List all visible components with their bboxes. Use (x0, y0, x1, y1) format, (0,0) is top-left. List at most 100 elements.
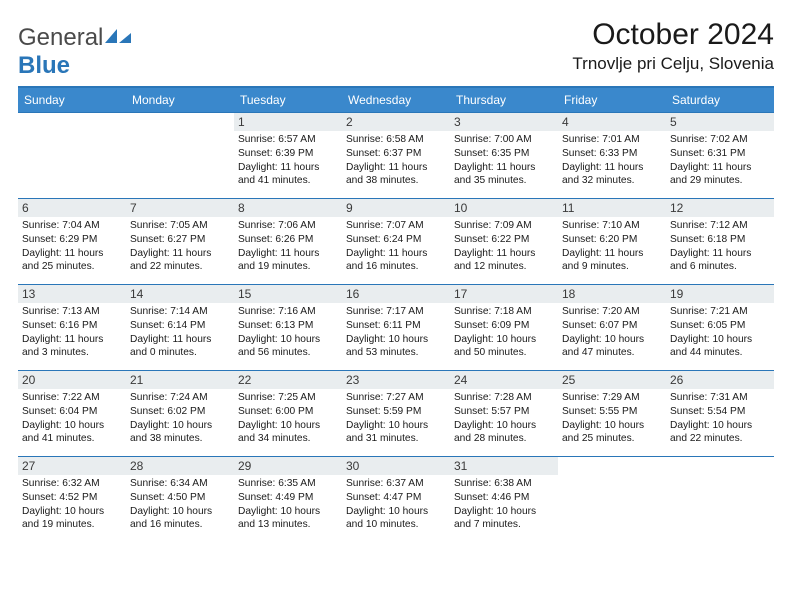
empty-cell (18, 112, 126, 198)
day-cell: 11 Sunrise: 7:10 AMSunset: 6:20 PMDayligh… (558, 198, 666, 284)
day-cell: 5 Sunrise: 7:02 AMSunset: 6:31 PMDaylight… (666, 112, 774, 198)
day-cell: 25 Sunrise: 7:29 AMSunset: 5:55 PMDayligh… (558, 370, 666, 456)
day-info: Sunrise: 7:02 AMSunset: 6:31 PMDaylight:… (670, 133, 770, 188)
day-info: Sunrise: 7:06 AMSunset: 6:26 PMDaylight:… (238, 219, 338, 274)
day-cell: 14 Sunrise: 7:14 AMSunset: 6:14 PMDayligh… (126, 284, 234, 370)
day-cell: 4 Sunrise: 7:01 AMSunset: 6:33 PMDaylight… (558, 112, 666, 198)
day-info: Sunrise: 7:17 AMSunset: 6:11 PMDaylight:… (346, 305, 446, 360)
day-number: 9 (342, 199, 450, 217)
day-info: Sunrise: 6:35 AMSunset: 4:49 PMDaylight:… (238, 477, 338, 532)
day-cell: 16 Sunrise: 7:17 AMSunset: 6:11 PMDayligh… (342, 284, 450, 370)
title-block: October 2024 Trnovlje pri Celju, Sloveni… (572, 18, 774, 74)
brand-part1: General (18, 24, 103, 51)
day-number: 15 (234, 285, 342, 303)
day-info: Sunrise: 7:22 AMSunset: 6:04 PMDaylight:… (22, 391, 122, 446)
day-info: Sunrise: 7:12 AMSunset: 6:18 PMDaylight:… (670, 219, 770, 274)
day-number: 14 (126, 285, 234, 303)
day-info: Sunrise: 6:58 AMSunset: 6:37 PMDaylight:… (346, 133, 446, 188)
day-cell: 27Sunrise: 6:32 AMSunset: 4:52 PMDayligh… (18, 456, 126, 542)
day-cell: 23 Sunrise: 7:27 AMSunset: 5:59 PMDayligh… (342, 370, 450, 456)
day-number: 24 (450, 371, 558, 389)
day-cell: 12 Sunrise: 7:12 AMSunset: 6:18 PMDayligh… (666, 198, 774, 284)
day-info: Sunrise: 7:27 AMSunset: 5:59 PMDaylight:… (346, 391, 446, 446)
day-cell: 20 Sunrise: 7:22 AMSunset: 6:04 PMDayligh… (18, 370, 126, 456)
day-number: 5 (666, 113, 774, 131)
day-info: Sunrise: 7:07 AMSunset: 6:24 PMDaylight:… (346, 219, 446, 274)
day-number: 17 (450, 285, 558, 303)
day-cell: 9 Sunrise: 7:07 AMSunset: 6:24 PMDaylight… (342, 198, 450, 284)
day-info: Sunrise: 6:57 AMSunset: 6:39 PMDaylight:… (238, 133, 338, 188)
day-number: 29 (234, 457, 342, 475)
day-info: Sunrise: 7:14 AMSunset: 6:14 PMDaylight:… (130, 305, 230, 360)
day-number: 16 (342, 285, 450, 303)
empty-cell (558, 456, 666, 542)
header: General Blue October 2024 Trnovlje pri C… (18, 18, 774, 80)
day-cell: 6Sunrise: 7:04 AMSunset: 6:29 PMDaylight… (18, 198, 126, 284)
day-info: Sunrise: 6:37 AMSunset: 4:47 PMDaylight:… (346, 477, 446, 532)
day-number: 12 (666, 199, 774, 217)
empty-cell (126, 112, 234, 198)
brand-logo: General Blue (18, 18, 131, 80)
day-cell: 22Sunrise: 7:25 AMSunset: 6:00 PMDayligh… (234, 370, 342, 456)
day-number: 1 (234, 113, 342, 131)
day-number: 8 (234, 199, 342, 217)
day-cell: 28Sunrise: 6:34 AMSunset: 4:50 PMDayligh… (126, 456, 234, 542)
day-cell: 17 Sunrise: 7:18 AMSunset: 6:09 PMDayligh… (450, 284, 558, 370)
day-info: Sunrise: 7:10 AMSunset: 6:20 PMDaylight:… (562, 219, 662, 274)
calendar-grid: SundayMondayTuesdayWednesdayThursdayFrid… (18, 86, 774, 542)
day-cell: 2 Sunrise: 6:58 AMSunset: 6:37 PMDaylight… (342, 112, 450, 198)
day-cell: 8 Sunrise: 7:06 AMSunset: 6:26 PMDaylight… (234, 198, 342, 284)
day-info: Sunrise: 7:18 AMSunset: 6:09 PMDaylight:… (454, 305, 554, 360)
day-number: 19 (666, 285, 774, 303)
day-number: 4 (558, 113, 666, 131)
empty-cell (666, 456, 774, 542)
day-info: Sunrise: 7:24 AMSunset: 6:02 PMDaylight:… (130, 391, 230, 446)
location: Trnovlje pri Celju, Slovenia (572, 54, 774, 74)
day-cell: 19Sunrise: 7:21 AMSunset: 6:05 PMDayligh… (666, 284, 774, 370)
brand-part2: Blue (18, 52, 70, 79)
day-info: Sunrise: 6:38 AMSunset: 4:46 PMDaylight:… (454, 477, 554, 532)
month-title: October 2024 (572, 18, 774, 52)
day-info: Sunrise: 6:32 AMSunset: 4:52 PMDaylight:… (22, 477, 122, 532)
brand-text: General Blue (18, 24, 131, 80)
sail-icon (105, 24, 131, 51)
day-info: Sunrise: 7:01 AMSunset: 6:33 PMDaylight:… (562, 133, 662, 188)
day-number: 26 (666, 371, 774, 389)
day-cell: 26 Sunrise: 7:31 AMSunset: 5:54 PMDayligh… (666, 370, 774, 456)
day-number: 25 (558, 371, 666, 389)
day-info: Sunrise: 7:28 AMSunset: 5:57 PMDaylight:… (454, 391, 554, 446)
day-cell: 24 Sunrise: 7:28 AMSunset: 5:57 PMDayligh… (450, 370, 558, 456)
day-cell: 18 Sunrise: 7:20 AMSunset: 6:07 PMDayligh… (558, 284, 666, 370)
day-cell: 29 Sunrise: 6:35 AMSunset: 4:49 PMDayligh… (234, 456, 342, 542)
day-info: Sunrise: 6:34 AMSunset: 4:50 PMDaylight:… (130, 477, 230, 532)
day-info: Sunrise: 7:16 AMSunset: 6:13 PMDaylight:… (238, 305, 338, 360)
day-number: 21 (126, 371, 234, 389)
day-number: 11 (558, 199, 666, 217)
day-number: 7 (126, 199, 234, 217)
day-number: 20 (18, 371, 126, 389)
day-cell: 3Sunrise: 7:00 AMSunset: 6:35 PMDaylight… (450, 112, 558, 198)
day-number: 13 (18, 285, 126, 303)
day-number: 18 (558, 285, 666, 303)
day-info: Sunrise: 7:00 AMSunset: 6:35 PMDaylight:… (454, 133, 554, 188)
day-cell: 10Sunrise: 7:09 AMSunset: 6:22 PMDayligh… (450, 198, 558, 284)
dow-header: Tuesday (234, 88, 342, 112)
day-info: Sunrise: 7:31 AMSunset: 5:54 PMDaylight:… (670, 391, 770, 446)
day-info: Sunrise: 7:20 AMSunset: 6:07 PMDaylight:… (562, 305, 662, 360)
day-number: 23 (342, 371, 450, 389)
day-cell: 21 Sunrise: 7:24 AMSunset: 6:02 PMDayligh… (126, 370, 234, 456)
day-info: Sunrise: 7:04 AMSunset: 6:29 PMDaylight:… (22, 219, 122, 274)
day-cell: 13Sunrise: 7:13 AMSunset: 6:16 PMDayligh… (18, 284, 126, 370)
day-info: Sunrise: 7:29 AMSunset: 5:55 PMDaylight:… (562, 391, 662, 446)
dow-header: Saturday (666, 88, 774, 112)
dow-header: Monday (126, 88, 234, 112)
day-number: 30 (342, 457, 450, 475)
day-cell: 7 Sunrise: 7:05 AMSunset: 6:27 PMDaylight… (126, 198, 234, 284)
day-number: 10 (450, 199, 558, 217)
dow-header: Wednesday (342, 88, 450, 112)
day-cell: 31Sunrise: 6:38 AMSunset: 4:46 PMDayligh… (450, 456, 558, 542)
day-info: Sunrise: 7:25 AMSunset: 6:00 PMDaylight:… (238, 391, 338, 446)
day-info: Sunrise: 7:05 AMSunset: 6:27 PMDaylight:… (130, 219, 230, 274)
dow-header: Thursday (450, 88, 558, 112)
day-number: 2 (342, 113, 450, 131)
